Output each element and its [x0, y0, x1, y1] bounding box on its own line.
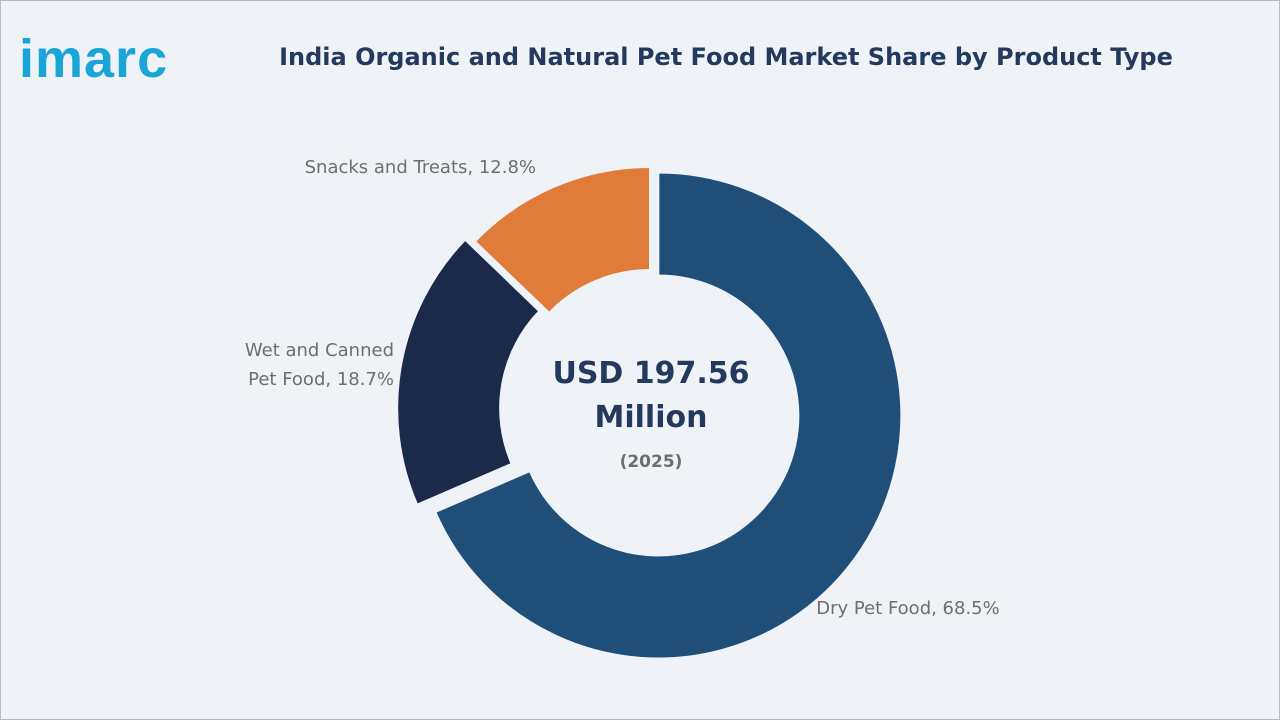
slice-dry-pet-food — [434, 171, 903, 660]
center-value-line1: USD 197.56 — [552, 356, 749, 391]
slice-labels: Dry Pet Food, 68.5% Wet and Canned Pet Foo… — [245, 157, 1000, 619]
center-year: (2025) — [620, 452, 683, 472]
chart-title: India Organic and Natural Pet Food Marke… — [279, 43, 1173, 71]
slice-label-wet-and-canned-pet-food: Wet and Canned Pet Food, 18.7% — [245, 340, 394, 390]
slice-wet-and-canned-pet-food — [396, 238, 541, 507]
slice-label-line: Dry Pet Food, 68.5% — [816, 598, 1000, 619]
slice-label-line: Pet Food, 18.7% — [248, 369, 394, 390]
slice-label-line: Wet and Canned — [245, 340, 394, 361]
slice-snacks-and-treats — [473, 165, 651, 315]
slice-label-dry-pet-food: Dry Pet Food, 68.5% — [816, 598, 1000, 619]
center-value-line2: Million — [595, 400, 708, 435]
slice-label-line: Snacks and Treats, 12.8% — [305, 157, 536, 178]
imarc-logo: imarc — [19, 23, 209, 89]
logo-text: imarc — [19, 29, 169, 89]
slice-label-snacks-and-treats: Snacks and Treats, 12.8% — [305, 157, 536, 178]
donut-slices — [396, 165, 903, 660]
